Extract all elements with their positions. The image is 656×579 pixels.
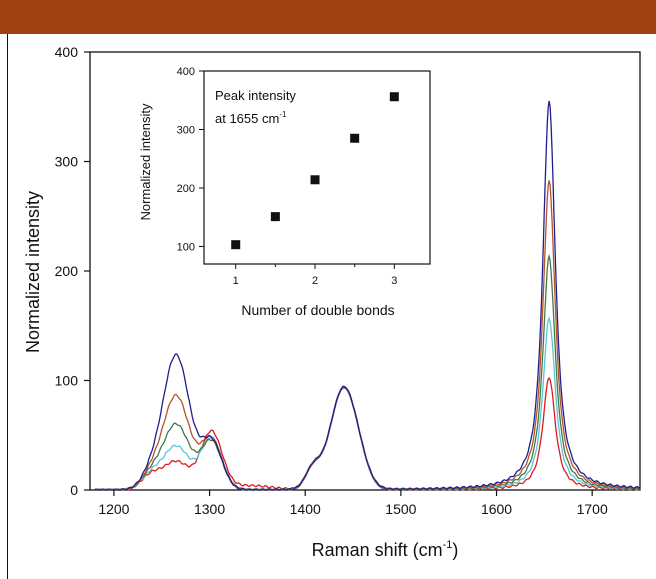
inset-x-tick-label: 2 <box>312 275 318 287</box>
main-series-group <box>94 100 641 491</box>
inset-x-axis-label: Number of double bonds <box>241 302 394 318</box>
page-border-line <box>7 34 8 579</box>
main-x-axis-label-text: Raman shift (cm <box>312 540 443 560</box>
inset-axes: 1 2 3 100 200 300 400 <box>177 66 398 287</box>
main-x-tick-label: 1500 <box>385 501 416 517</box>
main-x-axis-label-tail: ) <box>452 540 458 560</box>
inset-x-tick-label: 1 <box>233 275 239 287</box>
inset-annotation-line1: Peak intensity <box>215 88 296 103</box>
header-band <box>0 0 656 34</box>
inset-y-tick-label: 100 <box>177 241 195 253</box>
inset-plot: 1 2 3 100 200 300 400 Peak intensity at 1655 c… <box>138 66 431 318</box>
inset-scatter-points <box>231 92 399 250</box>
main-y-tick-label: 0 <box>70 482 78 498</box>
inset-scatter-point <box>389 92 399 102</box>
main-y-axis-label: Normalized intensity <box>23 191 43 353</box>
spectrum-line-1 <box>94 100 641 491</box>
main-x-axis-label-sup: -1 <box>443 539 453 551</box>
main-x-tick-label: 1600 <box>481 501 512 517</box>
inset-plot-frame <box>203 70 431 265</box>
inset-annotation-line2: at 1655 cm-1 <box>215 110 287 126</box>
main-x-tick-label: 1700 <box>577 501 608 517</box>
inset-annotation-line2-sup: -1 <box>279 110 287 119</box>
inset-annotation-line2-text: at 1655 cm <box>215 111 279 126</box>
main-x-tick-label: 1200 <box>98 501 129 517</box>
inset-scatter-point <box>231 240 241 250</box>
main-x-axis-label: Raman shift (cm-1) <box>312 539 459 560</box>
inset-scatter-point <box>350 133 360 143</box>
main-x-tick-label: 1400 <box>290 501 321 517</box>
main-y-tick-label: 400 <box>55 44 79 60</box>
inset-scatter-point <box>310 175 320 185</box>
inset-y-tick-label: 400 <box>177 66 195 78</box>
main-y-tick-label: 200 <box>55 263 79 279</box>
inset-y-tick-label: 200 <box>177 183 195 195</box>
inset-x-tick-label: 3 <box>391 275 397 287</box>
main-x-tick-label: 1300 <box>194 501 225 517</box>
inset-scatter-point <box>270 212 280 222</box>
main-y-tick-label: 300 <box>55 154 79 170</box>
inset-y-tick-label: 300 <box>177 124 195 136</box>
main-y-tick-label: 100 <box>55 373 79 389</box>
inset-y-axis-label: Normalized intensity <box>138 103 153 221</box>
